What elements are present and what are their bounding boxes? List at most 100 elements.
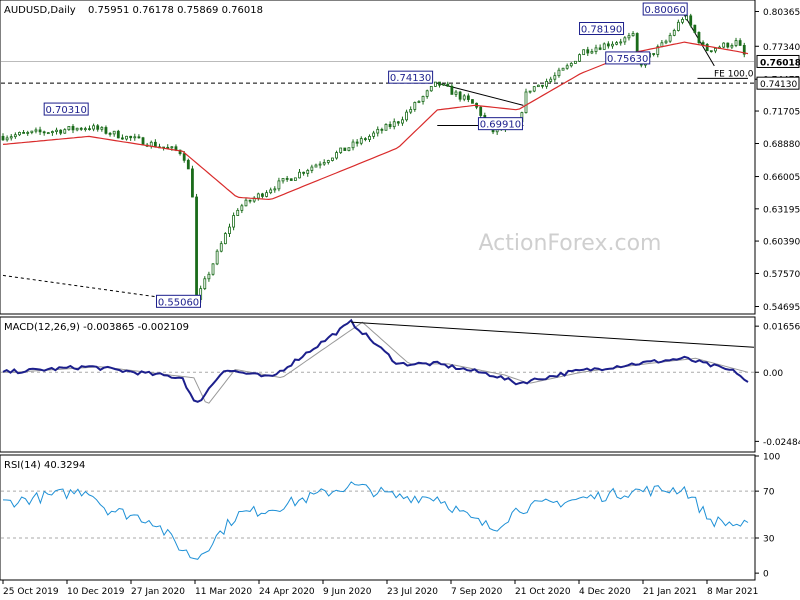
candle (619, 38, 623, 46)
candle (536, 84, 540, 88)
macd-trendline (351, 321, 755, 348)
candle (121, 134, 124, 140)
candle (141, 136, 145, 146)
candle (380, 127, 384, 134)
candle (376, 126, 380, 137)
moving-average-line (2, 41, 749, 201)
candle (578, 53, 581, 62)
candle (195, 193, 198, 300)
price-level-label: 0.70310 (43, 102, 89, 116)
candle (223, 232, 227, 245)
candle (149, 140, 153, 149)
macd-signal-line (3, 321, 749, 404)
candle (524, 88, 528, 114)
candle (442, 83, 446, 86)
candle (22, 130, 25, 134)
candle (339, 147, 343, 154)
candle (359, 136, 363, 146)
y-tick-label: 0.68880 (763, 140, 800, 150)
svg-text:0.74130: 0.74130 (390, 73, 431, 84)
candle (689, 13, 693, 28)
x-tick-label: 9 Jun 2020 (323, 587, 372, 597)
candle (302, 171, 306, 176)
candle (108, 132, 112, 137)
x-tick-label: 27 Jan 2020 (131, 587, 185, 597)
rsi-panel-title: RSI(14) 40.3294 (4, 460, 85, 471)
candle (528, 90, 532, 94)
candle (129, 135, 133, 141)
candle (306, 168, 310, 177)
candle (191, 165, 194, 198)
candle (42, 130, 46, 136)
x-tick-label: 21 Jan 2021 (643, 587, 697, 597)
candle (372, 130, 376, 139)
candle (293, 177, 297, 181)
candle (693, 24, 697, 34)
candle (722, 42, 726, 49)
candle (252, 196, 256, 203)
candle (569, 62, 573, 68)
svg-text:0.70310: 0.70310 (46, 105, 87, 116)
candle (116, 129, 120, 139)
macd-line (2, 318, 749, 403)
macd-panel-frame (0, 316, 756, 453)
x-tick-label: 8 Mar 2021 (707, 587, 758, 597)
candle (137, 134, 141, 139)
candle (75, 127, 79, 132)
candle (322, 159, 326, 166)
candle (471, 99, 474, 104)
rsi-y-axis: 100 70 30 0 (1, 453, 780, 580)
candle (289, 178, 293, 181)
candle (738, 38, 742, 46)
x-tick-label: 10 Dec 2019 (67, 587, 125, 597)
candle (46, 132, 50, 135)
candle (602, 42, 606, 50)
candle (549, 76, 553, 83)
candle (244, 198, 248, 207)
candle (166, 144, 170, 149)
svg-text:0.69910: 0.69910 (480, 120, 521, 131)
x-tick-label: 25 Oct 2019 (3, 587, 59, 597)
candle (203, 276, 207, 291)
candle (83, 126, 87, 132)
price-level-label: 0.69910 (477, 117, 523, 131)
candle (532, 86, 536, 93)
candle (652, 53, 656, 57)
candle (623, 36, 627, 45)
candle (676, 19, 680, 32)
y-tick-label: 0.80365 (763, 8, 800, 18)
candle (236, 208, 240, 216)
candle (1, 133, 5, 141)
svg-text:0.78190: 0.78190 (581, 25, 622, 36)
candle (388, 121, 392, 130)
y-tick-label: 0.60390 (763, 238, 800, 248)
macd-y-axis: 0.016567 0.00 -0.02484 (1, 323, 800, 448)
svg-text:0.55060: 0.55060 (158, 297, 199, 308)
candle (627, 32, 631, 41)
price-panel-title: AUDUSD,Daily (4, 5, 76, 16)
price-level-label: 0.75630 (605, 51, 651, 65)
rsi-line (2, 481, 749, 560)
candle (326, 159, 330, 165)
candle (100, 126, 104, 132)
candle (541, 84, 544, 89)
svg-text:0.75630: 0.75630 (607, 54, 648, 65)
candle (401, 116, 404, 126)
candle (92, 123, 95, 132)
dashed-level-box: 0.74130 (756, 76, 800, 90)
svg-text:0.76018: 0.76018 (760, 58, 800, 68)
candle (668, 32, 672, 43)
ohlc-header: 0.75951 0.76178 0.75869 0.76018 (88, 5, 263, 16)
current-price-box: 0.76018 (756, 54, 800, 68)
fe-label: FE 100.0 (714, 69, 754, 79)
price-level-label: 0.80060 (642, 2, 688, 16)
candle (582, 49, 586, 56)
y-tick-label: 0.77340 (763, 43, 800, 53)
y-tick-label: 0.71705 (763, 108, 800, 118)
candle (207, 271, 211, 282)
candle (429, 85, 433, 92)
candle (574, 60, 577, 64)
candle (219, 241, 223, 253)
candle (5, 135, 9, 142)
